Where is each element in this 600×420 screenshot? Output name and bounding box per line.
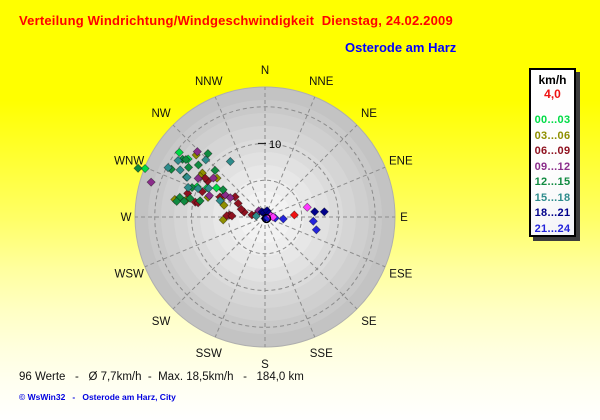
legend-class-15---18: 15...18 — [534, 191, 571, 204]
grid-spoke-ESE — [272, 219, 386, 268]
legend-box: km/h 4,0 00...03 03...06 06...09 09...12 12.… — [529, 68, 576, 237]
grid-spoke-SE — [270, 222, 358, 310]
compass-label-NE: NE — [361, 108, 377, 120]
wind-point-15---18 — [175, 165, 185, 175]
wind-point-18---21 — [319, 207, 329, 217]
legend-class-12---15: 12...15 — [534, 176, 571, 188]
compass-label-NNW: NNW — [195, 76, 223, 88]
wind-point-12---15 — [172, 196, 182, 207]
wind-point-06---09 — [227, 211, 237, 221]
compass-label-NW: NW — [151, 108, 170, 120]
station-name: Osterode am Harz — [345, 40, 457, 55]
compass-label-SE: SE — [361, 316, 377, 328]
wind-point-06---09 — [233, 198, 243, 208]
grid-spoke-SW — [172, 222, 260, 310]
compass-label-ESE: ESE — [389, 268, 412, 280]
wind-point-21---24 — [311, 225, 321, 235]
wind-point-09---12 — [225, 193, 235, 203]
legend-class-21---24: 21...24 — [534, 222, 571, 235]
compass-label-E: E — [400, 212, 408, 224]
compass-label-S: S — [261, 359, 269, 371]
wind-point-15---18 — [225, 156, 235, 167]
grid-spoke-SSW — [214, 224, 263, 338]
wind-point-06---09 — [236, 204, 246, 214]
wind-point-06---09 — [230, 192, 240, 202]
wind-point-21---24 — [308, 216, 318, 226]
legend-current-value: 4,0 — [544, 87, 561, 101]
grid-spoke-NE — [270, 124, 358, 212]
summary-stats: 96 Werte - Ø 7,7km/h - Max. 18,5km/h - 1… — [19, 371, 304, 383]
legend-class-18---21: 18...21 — [534, 207, 571, 219]
grid-ring-15 — [154, 106, 376, 328]
center-origin-marker — [261, 213, 272, 224]
wind-point-00---03 — [140, 163, 150, 174]
wind-point-00---03 — [174, 147, 184, 158]
wind-point-00---03 — [211, 183, 222, 193]
chart-title: Verteilung Windrichtung/Windgeschwindigk… — [19, 13, 453, 28]
wind-point-12---15 — [203, 149, 213, 159]
compass-label-ENE: ENE — [389, 156, 413, 168]
wind-point-12---15 — [210, 165, 220, 175]
compass-label-SSE: SSE — [310, 348, 333, 360]
grid-spoke-WSW — [144, 219, 258, 268]
wind-point-18---21 — [310, 207, 320, 217]
wind-point-12---15 — [185, 193, 195, 203]
compass-label-SW: SW — [152, 316, 171, 328]
grid-spoke-NW — [172, 124, 260, 212]
wind-point-09---12 — [146, 177, 156, 187]
wind-point-12---15 — [218, 185, 228, 195]
wind-point-highlight — [302, 202, 312, 212]
legend-class-list: 00...03 03...06 06...09 09...12 12...15 15...… — [535, 113, 571, 237]
wind-point-15---18 — [201, 155, 211, 165]
copyright-line: © WsWin32 - Osterode am Harz, City — [19, 392, 176, 402]
legend-unit-label: km/h — [538, 73, 567, 87]
wind-point-12---15 — [179, 196, 189, 206]
wind-point-15---18 — [173, 155, 183, 166]
wind-point-12---15 — [181, 154, 191, 165]
legend-class-09---12: 09...12 — [534, 160, 571, 173]
compass-label-NNE: NNE — [309, 76, 334, 88]
wind-point-15---18 — [182, 172, 192, 182]
wind-point-15---18 — [193, 183, 203, 194]
compass-label-WSW: WSW — [114, 268, 144, 280]
compass-label-N: N — [261, 65, 269, 77]
wind-point-12---15 — [183, 162, 194, 172]
wind-point-09---12 — [193, 173, 203, 184]
legend-class-06---09: 06...09 — [534, 145, 571, 157]
wind-point-15---18 — [183, 182, 193, 193]
wind-point-03---06 — [219, 200, 229, 210]
legend-class-00---03: 00...03 — [534, 114, 571, 126]
wind-point-12---15 — [133, 163, 143, 173]
wind-point-15---18 — [163, 163, 173, 173]
grid-spoke-WNW — [144, 166, 258, 215]
wind-point-15---18 — [204, 183, 214, 193]
wind-point-15---18 — [215, 196, 225, 206]
grid-spoke-ENE — [272, 166, 386, 215]
wind-point-06---09 — [200, 173, 210, 183]
wind-point-current — [289, 210, 299, 220]
compass-label-WNW: WNW — [114, 156, 144, 168]
wind-point-12---15 — [193, 160, 203, 170]
wind-point-09---12 — [192, 147, 202, 157]
wind-point-09---12 — [208, 173, 218, 183]
grid-spoke-NNE — [267, 96, 316, 210]
compass-label-SSW: SSW — [196, 348, 222, 360]
wind-point-12---15 — [195, 196, 205, 206]
wind-point-15---18 — [251, 211, 261, 221]
grid-spoke-NNW — [214, 96, 263, 210]
legend-class-03---06: 03...06 — [534, 129, 571, 142]
wind-point-21---24 — [278, 214, 288, 224]
wind-point-09---12 — [204, 191, 215, 201]
grid-spoke-SSE — [267, 224, 316, 338]
compass-label-W: W — [121, 212, 132, 224]
ring-10-label: 10 — [269, 139, 281, 151]
